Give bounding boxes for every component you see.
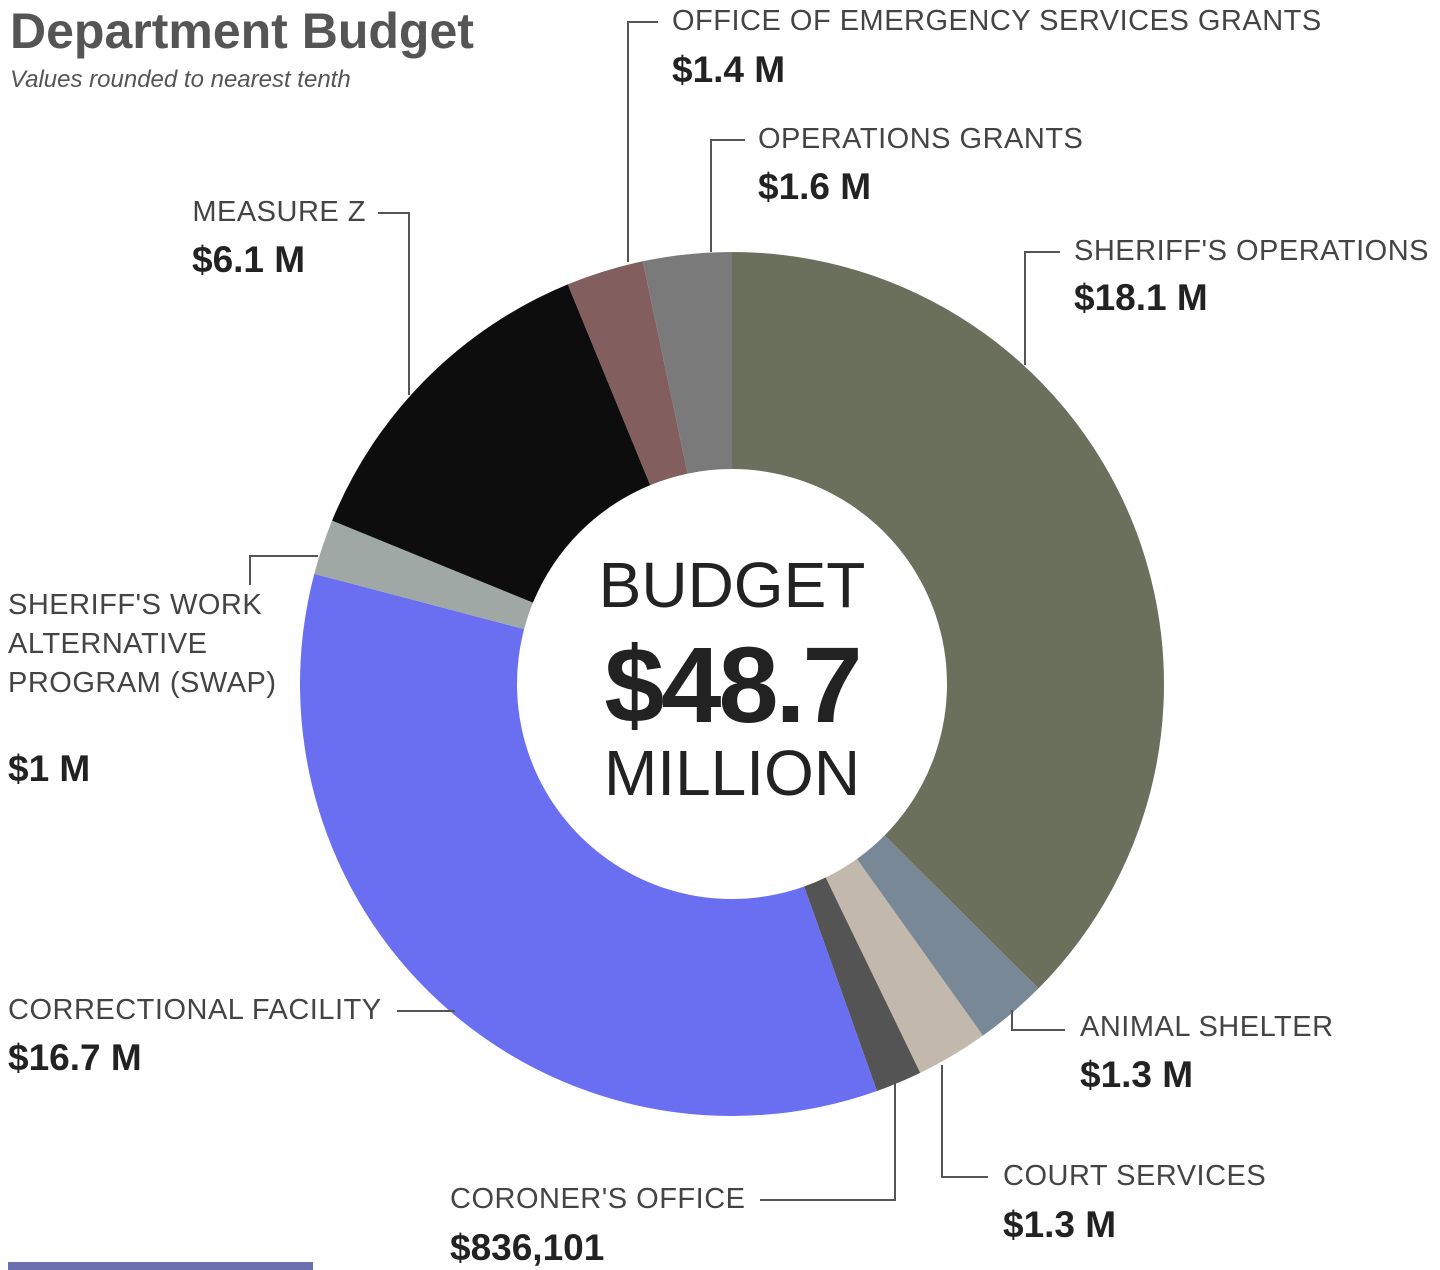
- donut-slice: [825, 859, 983, 1073]
- center-top: BUDGET: [598, 549, 866, 621]
- slice-label: CORRECTIONAL FACILITY: [8, 994, 382, 1026]
- center-amount: $48.7: [604, 624, 862, 745]
- leader-line: [378, 212, 410, 395]
- accent-bar: [8, 1262, 313, 1270]
- donut-slice: [804, 877, 921, 1091]
- value-label: $18.1 M: [1074, 277, 1208, 318]
- leader-line: [1011, 1010, 1065, 1031]
- leader-line: [941, 1065, 988, 1178]
- slice-label: ANIMAL SHELTER: [1080, 1011, 1334, 1043]
- slice-label: MEASURE Z: [192, 196, 366, 228]
- donut-slice: [300, 573, 877, 1117]
- slice-label: OFFICE OF EMERGENCY SERVICES GRANTS: [672, 5, 1322, 37]
- chart-title: Department Budget: [10, 3, 474, 59]
- value-label: $6.1 M: [192, 239, 306, 280]
- value-label: $1 M: [8, 748, 91, 789]
- donut-slice: [856, 835, 1039, 1036]
- leader-line: [760, 1080, 896, 1201]
- donut-slice: [332, 284, 651, 603]
- donut-slice: [642, 252, 732, 474]
- slice-label: OPERATIONS GRANTS: [758, 123, 1084, 155]
- value-label: $1.3 M: [1080, 1054, 1194, 1095]
- donut-slice: [314, 520, 533, 630]
- slice-label: SHERIFF'S WORK ALTERNATIVE PROGRAM (SWAP…: [8, 589, 277, 699]
- donut-slice: [732, 252, 1165, 989]
- leader-line: [627, 21, 658, 262]
- slice-label: SHERIFF'S OPERATIONS: [1074, 235, 1429, 267]
- value-label: $1.6 M: [758, 166, 872, 207]
- value-label: $16.7 M: [8, 1037, 142, 1078]
- chart-subtitle: Values rounded to nearest tenth: [10, 66, 351, 93]
- value-label: $1.4 M: [672, 49, 786, 90]
- leader-line: [710, 139, 745, 252]
- value-label: $1.3 M: [1003, 1204, 1117, 1245]
- donut-slice: [567, 261, 688, 486]
- leader-line: [1024, 251, 1060, 365]
- leader-line: [249, 555, 318, 585]
- center-bottom: MILLION: [603, 737, 861, 809]
- slice-label: CORONER'S OFFICE: [450, 1183, 746, 1215]
- slice-label: COURT SERVICES: [1003, 1160, 1267, 1192]
- value-label: $836,101: [450, 1227, 605, 1268]
